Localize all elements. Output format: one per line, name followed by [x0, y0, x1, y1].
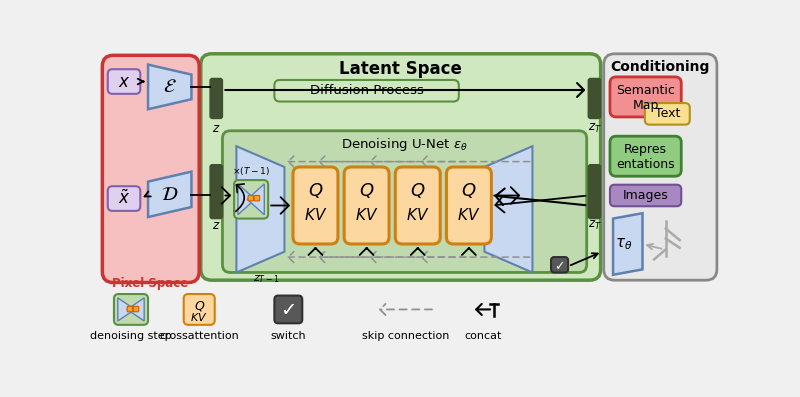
FancyBboxPatch shape — [114, 294, 148, 325]
FancyBboxPatch shape — [234, 180, 268, 219]
Text: Denoising U-Net $\epsilon_\theta$: Denoising U-Net $\epsilon_\theta$ — [342, 136, 468, 153]
FancyBboxPatch shape — [222, 131, 586, 272]
Polygon shape — [238, 184, 255, 215]
Text: $z_T$: $z_T$ — [587, 121, 602, 135]
Polygon shape — [148, 172, 191, 217]
Text: $Q$: $Q$ — [308, 181, 323, 200]
Text: $z_T$: $z_T$ — [587, 219, 602, 232]
Text: skip connection: skip connection — [362, 331, 449, 341]
FancyBboxPatch shape — [604, 54, 717, 280]
Text: $KV$: $KV$ — [406, 208, 430, 224]
Text: $z$: $z$ — [212, 219, 221, 231]
Text: $KV$: $KV$ — [355, 208, 378, 224]
Text: ✓: ✓ — [554, 260, 565, 273]
Text: Conditioning: Conditioning — [610, 60, 710, 74]
FancyBboxPatch shape — [102, 55, 199, 283]
Polygon shape — [485, 146, 533, 272]
FancyBboxPatch shape — [344, 167, 389, 244]
Polygon shape — [237, 146, 285, 272]
Text: $z_{T-1}$: $z_{T-1}$ — [254, 273, 280, 285]
Polygon shape — [148, 65, 191, 109]
Polygon shape — [247, 184, 264, 215]
FancyBboxPatch shape — [588, 79, 601, 118]
Text: denoising step: denoising step — [90, 331, 172, 341]
Text: Images: Images — [622, 189, 669, 202]
FancyBboxPatch shape — [108, 69, 140, 94]
Text: $Q$: $Q$ — [410, 181, 426, 200]
Text: $KV$: $KV$ — [458, 208, 481, 224]
Text: $z$: $z$ — [212, 121, 221, 135]
FancyBboxPatch shape — [108, 186, 140, 211]
FancyBboxPatch shape — [210, 165, 222, 219]
Text: $Q$: $Q$ — [461, 181, 477, 200]
FancyBboxPatch shape — [248, 195, 254, 201]
FancyBboxPatch shape — [274, 296, 302, 323]
FancyBboxPatch shape — [395, 167, 440, 244]
FancyBboxPatch shape — [184, 294, 214, 325]
FancyBboxPatch shape — [254, 195, 260, 201]
Text: $Q$: $Q$ — [194, 299, 205, 313]
Polygon shape — [127, 298, 144, 321]
Text: ✓: ✓ — [280, 301, 297, 320]
Text: Semantic
Map: Semantic Map — [616, 84, 675, 112]
Text: Latent Space: Latent Space — [339, 60, 462, 78]
Polygon shape — [118, 298, 135, 321]
FancyBboxPatch shape — [293, 167, 338, 244]
Polygon shape — [613, 213, 642, 275]
FancyBboxPatch shape — [446, 167, 491, 244]
Text: $Q$: $Q$ — [359, 181, 374, 200]
FancyBboxPatch shape — [127, 306, 133, 312]
Text: $\mathcal{D}$: $\mathcal{D}$ — [161, 185, 178, 204]
Text: $x$: $x$ — [118, 73, 130, 91]
Text: $KV$: $KV$ — [190, 311, 208, 323]
Text: $\times(T-1)$: $\times(T-1)$ — [232, 165, 270, 177]
FancyBboxPatch shape — [210, 79, 222, 118]
FancyBboxPatch shape — [645, 103, 690, 125]
Text: switch: switch — [270, 331, 306, 341]
FancyBboxPatch shape — [588, 165, 601, 219]
FancyBboxPatch shape — [610, 77, 682, 117]
Text: concat: concat — [464, 331, 502, 341]
FancyBboxPatch shape — [610, 185, 682, 206]
Text: Diffusion Process: Diffusion Process — [310, 84, 423, 97]
Text: $\tilde{x}$: $\tilde{x}$ — [118, 189, 130, 208]
Text: Pixel Space: Pixel Space — [112, 277, 189, 290]
Text: Text: Text — [654, 107, 680, 120]
Text: crossattention: crossattention — [159, 331, 239, 341]
FancyBboxPatch shape — [201, 54, 601, 280]
FancyBboxPatch shape — [274, 80, 459, 102]
FancyBboxPatch shape — [551, 257, 568, 272]
Text: $\mathcal{E}$: $\mathcal{E}$ — [163, 77, 177, 96]
Text: $\tau_\theta$: $\tau_\theta$ — [615, 236, 633, 252]
FancyBboxPatch shape — [134, 306, 138, 312]
FancyBboxPatch shape — [610, 136, 682, 176]
Text: Repres
entations: Repres entations — [616, 143, 675, 171]
Text: $KV$: $KV$ — [304, 208, 327, 224]
